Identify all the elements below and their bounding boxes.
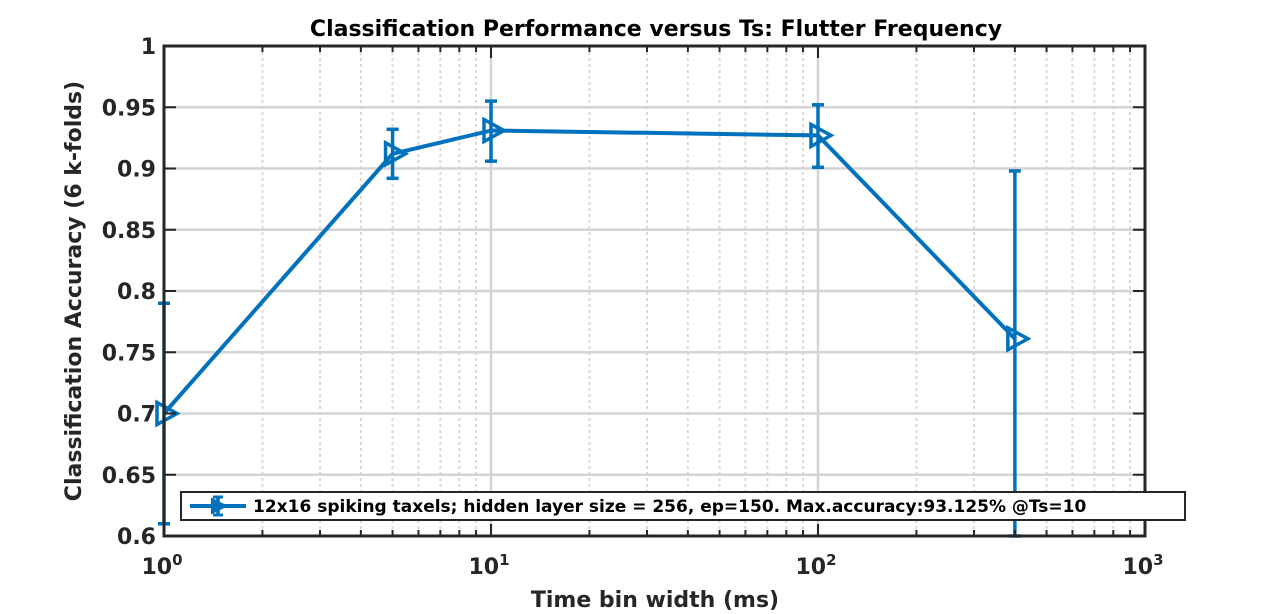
x-tick-labels: 100 101 102 103 bbox=[141, 551, 1163, 580]
y-axis-label: Classification Accuracy (6 k-folds) bbox=[62, 81, 87, 501]
y-tick-label: 0.7 bbox=[117, 403, 156, 428]
y-tick-label: 0.65 bbox=[102, 464, 156, 489]
y-tick-label: 0.9 bbox=[117, 158, 156, 183]
legend-marker bbox=[211, 497, 229, 515]
x-tick-label: 103 bbox=[1122, 551, 1163, 580]
series-line bbox=[162, 128, 1017, 415]
x-tick-label: 102 bbox=[795, 551, 836, 580]
y-tick-label: 0.85 bbox=[102, 219, 156, 244]
data-point-marker bbox=[809, 121, 835, 150]
legend-box bbox=[180, 491, 1186, 521]
data-point-marker bbox=[482, 116, 508, 145]
data-point-marker bbox=[383, 139, 410, 168]
data-point-marker bbox=[155, 399, 181, 428]
y-tick-label: 1 bbox=[141, 35, 156, 60]
y-tick-label: 0.75 bbox=[102, 341, 156, 366]
x-tick-label: 100 bbox=[141, 551, 182, 580]
x-axis-label: Time bin width (ms) bbox=[531, 588, 779, 613]
y-tick-label: 0.8 bbox=[117, 280, 156, 305]
y-tick-labels: 0.6 0.65 0.7 0.75 0.8 0.85 0.9 0.95 1 bbox=[102, 35, 156, 550]
grid bbox=[164, 46, 1145, 536]
legend-swatch bbox=[190, 495, 246, 517]
ticks bbox=[163, 45, 1145, 537]
x-tick-label: 101 bbox=[468, 551, 509, 580]
legend-label: 12x16 spiking taxels; hidden layer size … bbox=[253, 497, 1086, 517]
y-tick-label: 0.95 bbox=[102, 96, 156, 121]
y-tick-label: 0.6 bbox=[117, 525, 156, 550]
data-point-marker bbox=[1006, 324, 1032, 353]
chart-title: Classification Performance versus Ts: Fl… bbox=[310, 17, 1002, 42]
legend: 12x16 spiking taxels; hidden layer size … bbox=[180, 491, 1186, 521]
series-layer bbox=[155, 99, 1032, 538]
